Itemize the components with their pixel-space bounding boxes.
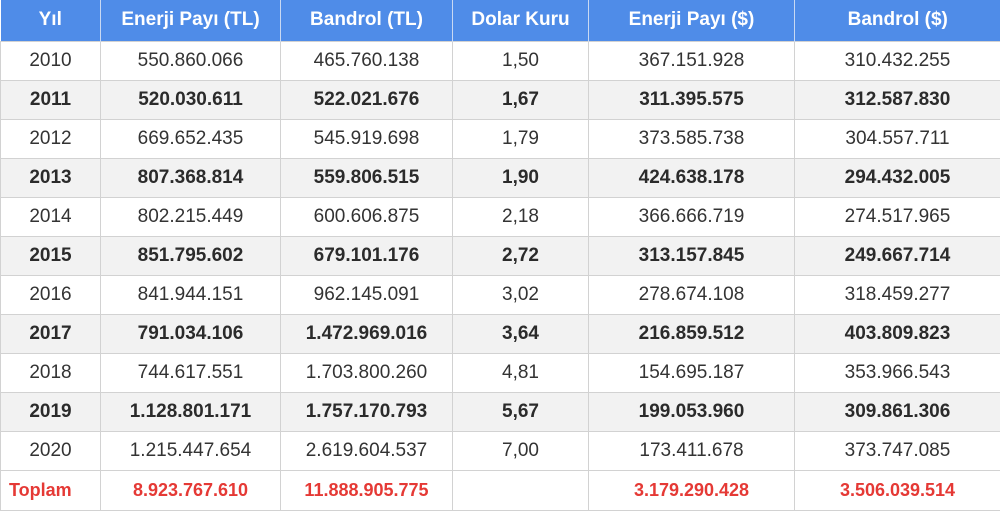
cell-energy-usd: 154.695.187 — [588, 352, 795, 393]
header-dollar-rate: Dolar Kuru — [452, 0, 589, 41]
total-dollar-rate — [452, 469, 589, 511]
header-row: Yıl Enerji Payı (TL) Bandrol (TL) Dolar … — [0, 0, 1000, 41]
cell-energy-tl: 669.652.435 — [100, 118, 281, 159]
total-label: Toplam — [0, 469, 101, 511]
cell-bandrol-usd: 249.667.714 — [794, 235, 1000, 276]
cell-bandrol-tl: 1.757.170.793 — [280, 391, 453, 432]
cell-bandrol-tl: 600.606.875 — [280, 196, 453, 237]
cell-year: 2019 — [0, 391, 101, 432]
total-energy-usd: 3.179.290.428 — [588, 469, 795, 511]
cell-dollar-rate: 7,00 — [452, 430, 589, 471]
cell-bandrol-tl: 559.806.515 — [280, 157, 453, 198]
cell-year: 2010 — [0, 40, 101, 81]
cell-dollar-rate: 1,50 — [452, 40, 589, 81]
cell-energy-usd: 424.638.178 — [588, 157, 795, 198]
cell-energy-tl: 791.034.106 — [100, 313, 281, 354]
table-footer: Toplam 8.923.767.610 11.888.905.775 3.17… — [0, 469, 1000, 511]
cell-bandrol-usd: 309.861.306 — [794, 391, 1000, 432]
cell-dollar-rate: 3,02 — [452, 274, 589, 315]
cell-bandrol-usd: 373.747.085 — [794, 430, 1000, 471]
header-year: Yıl — [0, 0, 101, 41]
cell-energy-usd: 367.151.928 — [588, 40, 795, 81]
cell-bandrol-usd: 274.517.965 — [794, 196, 1000, 237]
cell-year: 2011 — [0, 79, 101, 120]
header-energy-tl: Enerji Payı (TL) — [100, 0, 281, 41]
cell-dollar-rate: 1,90 — [452, 157, 589, 198]
cell-bandrol-usd: 310.432.255 — [794, 40, 1000, 81]
cell-energy-tl: 851.795.602 — [100, 235, 281, 276]
cell-year: 2016 — [0, 274, 101, 315]
cell-bandrol-usd: 403.809.823 — [794, 313, 1000, 354]
table-row: 2010 550.860.066 465.760.138 1,50 367.151.92… — [0, 40, 1000, 81]
cell-year: 2017 — [0, 313, 101, 354]
cell-bandrol-usd: 353.966.543 — [794, 352, 1000, 393]
cell-bandrol-tl: 1.703.800.260 — [280, 352, 453, 393]
table-row: 2013 807.368.814 559.806.515 1,90 424.638.17… — [0, 157, 1000, 198]
header-bandrol-usd: Bandrol ($) — [794, 0, 1000, 41]
cell-energy-usd: 216.859.512 — [588, 313, 795, 354]
cell-dollar-rate: 1,79 — [452, 118, 589, 159]
cell-year: 2014 — [0, 196, 101, 237]
cell-bandrol-tl: 679.101.176 — [280, 235, 453, 276]
cell-energy-tl: 520.030.611 — [100, 79, 281, 120]
cell-dollar-rate: 3,64 — [452, 313, 589, 354]
table-row: 2011 520.030.611 522.021.676 1,67 311.395.57… — [0, 79, 1000, 120]
table-row: 2015 851.795.602 679.101.176 2,72 313.157.84… — [0, 235, 1000, 276]
cell-energy-usd: 173.411.678 — [588, 430, 795, 471]
cell-energy-tl: 744.617.551 — [100, 352, 281, 393]
cell-energy-usd: 278.674.108 — [588, 274, 795, 315]
table-row: 2019 1.128.801.171 1.757.170.793 5,67 199.05… — [0, 391, 1000, 432]
total-bandrol-usd: 3.506.039.514 — [794, 469, 1000, 511]
total-row: Toplam 8.923.767.610 11.888.905.775 3.17… — [0, 469, 1000, 511]
cell-energy-tl: 841.944.151 — [100, 274, 281, 315]
cell-year: 2013 — [0, 157, 101, 198]
cell-dollar-rate: 2,18 — [452, 196, 589, 237]
cell-energy-usd: 199.053.960 — [588, 391, 795, 432]
cell-bandrol-usd: 304.557.711 — [794, 118, 1000, 159]
table-row: 2016 841.944.151 962.145.091 3,02 278.674.10… — [0, 274, 1000, 315]
cell-bandrol-tl: 2.619.604.537 — [280, 430, 453, 471]
total-energy-tl: 8.923.767.610 — [100, 469, 281, 511]
cell-energy-tl: 1.128.801.171 — [100, 391, 281, 432]
table-row: 2020 1.215.447.654 2.619.604.537 7,00 173.41… — [0, 430, 1000, 471]
table-row: 2018 744.617.551 1.703.800.260 4,81 154.695.… — [0, 352, 1000, 393]
cell-bandrol-usd: 318.459.277 — [794, 274, 1000, 315]
cell-bandrol-tl: 545.919.698 — [280, 118, 453, 159]
cell-bandrol-usd: 294.432.005 — [794, 157, 1000, 198]
cell-energy-tl: 550.860.066 — [100, 40, 281, 81]
cell-dollar-rate: 5,67 — [452, 391, 589, 432]
cell-energy-usd: 313.157.845 — [588, 235, 795, 276]
cell-energy-tl: 802.215.449 — [100, 196, 281, 237]
cell-bandrol-tl: 1.472.969.016 — [280, 313, 453, 354]
table-body: 2010 550.860.066 465.760.138 1,50 367.151.92… — [0, 40, 1000, 471]
table-header: Yıl Enerji Payı (TL) Bandrol (TL) Dolar … — [0, 0, 1000, 41]
total-bandrol-tl: 11.888.905.775 — [280, 469, 453, 511]
cell-year: 2012 — [0, 118, 101, 159]
cell-year: 2018 — [0, 352, 101, 393]
cell-year: 2015 — [0, 235, 101, 276]
header-energy-usd: Enerji Payı ($) — [588, 0, 795, 41]
table-row: 2017 791.034.106 1.472.969.016 3,64 216.859.… — [0, 313, 1000, 354]
cell-bandrol-tl: 962.145.091 — [280, 274, 453, 315]
cell-energy-usd: 311.395.575 — [588, 79, 795, 120]
cell-dollar-rate: 4,81 — [452, 352, 589, 393]
cell-energy-usd: 373.585.738 — [588, 118, 795, 159]
cell-bandrol-tl: 465.760.138 — [280, 40, 453, 81]
cell-energy-tl: 1.215.447.654 — [100, 430, 281, 471]
cell-bandrol-tl: 522.021.676 — [280, 79, 453, 120]
cell-bandrol-usd: 312.587.830 — [794, 79, 1000, 120]
cell-year: 2020 — [0, 430, 101, 471]
table-row: 2014 802.215.449 600.606.875 2,18 366.666.71… — [0, 196, 1000, 237]
header-bandrol-tl: Bandrol (TL) — [280, 0, 453, 41]
cell-energy-tl: 807.368.814 — [100, 157, 281, 198]
cell-dollar-rate: 2,72 — [452, 235, 589, 276]
cell-dollar-rate: 1,67 — [452, 79, 589, 120]
table-row: 2012 669.652.435 545.919.698 1,79 373.585.73… — [0, 118, 1000, 159]
cell-energy-usd: 366.666.719 — [588, 196, 795, 237]
